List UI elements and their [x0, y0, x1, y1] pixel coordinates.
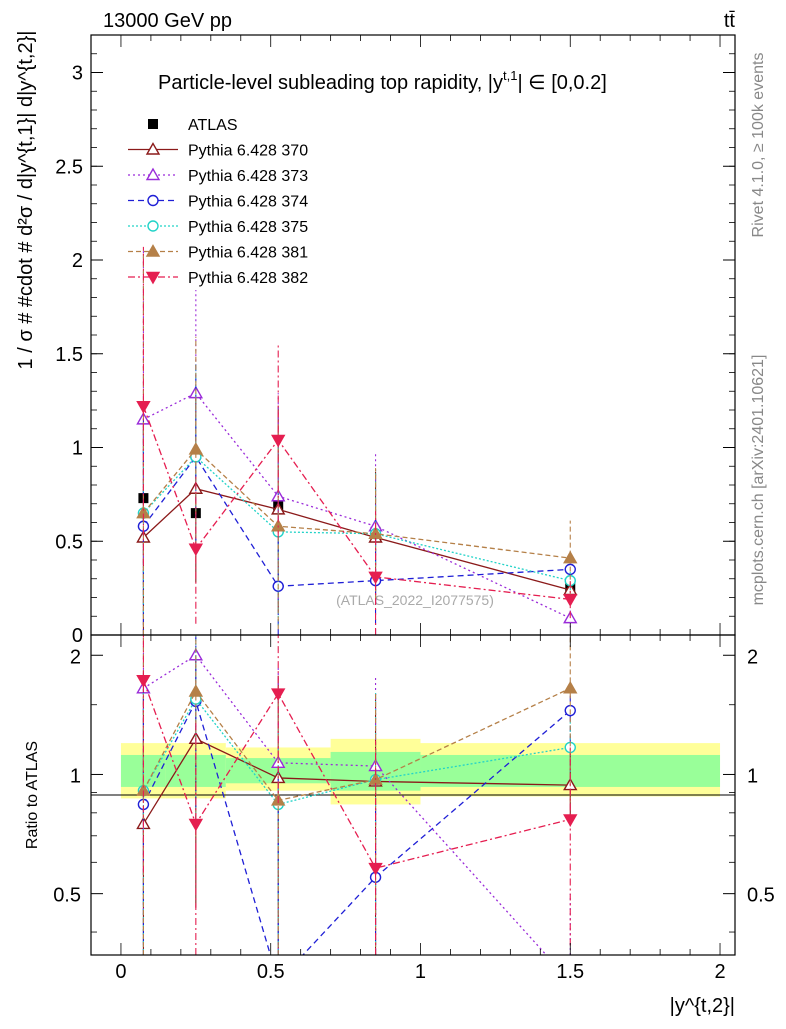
- y-axis-label: 1 / σ # #cdot # d²σ / d|y^{t,1}| d|y^{t,…: [15, 31, 37, 370]
- legend-marker: [145, 142, 161, 155]
- ratio-point: [188, 684, 204, 697]
- series-pythia-6-428-373: [136, 250, 578, 628]
- ratio-series-pythia-6-428-373: [136, 635, 571, 955]
- x-tick-label: 1.5: [556, 961, 584, 983]
- y-tick-label: 3: [72, 63, 83, 85]
- side-rivet-label: Rivet 4.1.0, ≥ 100k events: [750, 53, 767, 238]
- ratio-y-tick-label-right: 1: [747, 765, 758, 787]
- legend-entry-pythia-6-428-375: Pythia 6.428 375: [128, 219, 308, 236]
- legend-marker: [147, 194, 159, 207]
- y-tick-label: 0.5: [55, 531, 83, 553]
- ratio-point: [271, 688, 286, 702]
- ratio-line: [142, 697, 571, 806]
- header-energy: 13000 GeV pp: [103, 10, 232, 32]
- x-tick-label: 2: [714, 961, 725, 983]
- ratio-y-tick-label-right: 2: [747, 646, 758, 668]
- ratio-frame: [90, 634, 736, 956]
- ratio-y-tick-label: 0.5: [53, 885, 81, 907]
- x-axis-label: |y^{t,2}|: [670, 995, 735, 1017]
- y-tick-label: 0: [72, 625, 83, 647]
- legend-label: Pythia 6.428 373: [188, 168, 308, 185]
- legend-entry-pythia-6-428-381: Pythia 6.428 381: [128, 244, 308, 262]
- ratio-line: [142, 679, 571, 869]
- legend-marker: [145, 271, 161, 285]
- legend: ATLAS Pythia 6.428 370 Pythia 6.428 373 Pyt…: [128, 117, 308, 287]
- legend-label: Pythia 6.428 374: [188, 194, 308, 211]
- side-mcplots-label: mcplots.cern.ch [arXiv:2401.10621]: [750, 355, 767, 606]
- data-point: [136, 401, 151, 414]
- x-tick-label: 0: [115, 961, 126, 983]
- main-panel: Particle-level subleading top rapidity, …: [15, 31, 736, 647]
- series-line: [142, 455, 571, 582]
- legend-label: Pythia 6.428 370: [188, 143, 308, 160]
- series-pythia-6-428-382: [136, 246, 578, 635]
- y-tick-label: 1: [72, 438, 83, 460]
- ratio-line: [142, 699, 571, 955]
- ratio-point: [563, 680, 578, 694]
- ratio-series-pythia-6-428-374: [137, 635, 576, 955]
- legend-label: Pythia 6.428 375: [188, 219, 308, 236]
- legend-entry-pythia-6-428-382: Pythia 6.428 382: [128, 270, 308, 287]
- ratio-y-label: Ratio to ATLAS: [24, 741, 41, 849]
- series-line: [143, 392, 571, 619]
- x-tick-label: 0.5: [257, 961, 285, 983]
- ratio-point: [563, 814, 578, 827]
- legend-label: Pythia 6.428 382: [188, 270, 308, 287]
- legend-entry-atlas: ATLAS: [148, 117, 238, 134]
- x-tick-label: 1: [415, 961, 426, 983]
- ratio-y-tick-label: 2: [70, 646, 81, 668]
- header-process: tt̄: [724, 10, 736, 32]
- legend-entry-pythia-6-428-374: Pythia 6.428 374: [128, 194, 308, 211]
- legend-marker: [148, 119, 158, 129]
- legend-entry-pythia-6-428-370: Pythia 6.428 370: [128, 142, 308, 160]
- data-point: [188, 441, 204, 455]
- ratio-point: [188, 818, 204, 832]
- ratio-series-pythia-6-428-382: [136, 635, 578, 955]
- watermark: (ATLAS_2022_I2077575): [336, 592, 494, 608]
- ratio-point: [368, 862, 383, 876]
- ratio-y-tick-label: 1: [70, 765, 81, 787]
- series-line: [142, 455, 571, 587]
- legend-marker: [145, 244, 161, 257]
- legend-marker: [147, 220, 159, 232]
- y-tick-label: 1.5: [55, 344, 83, 366]
- y-tick-label: 2: [72, 250, 83, 272]
- data-point: [188, 543, 204, 557]
- chart-title: Particle-level subleading top rapidity, …: [158, 68, 607, 94]
- series-atlas: [138, 493, 576, 594]
- legend-entry-pythia-6-428-373: Pythia 6.428 373: [128, 167, 308, 185]
- ratio-panel: 0.5 0.5 1 1 2 2 0 0.5 1 1.5 2 Ratio to ATLAS |y^{t…: [24, 634, 775, 1017]
- y-tick-label: 2.5: [55, 156, 83, 178]
- legend-label: ATLAS: [188, 117, 238, 134]
- series-line: [142, 406, 571, 601]
- data-point: [563, 594, 578, 607]
- data-point: [368, 571, 383, 585]
- ratio-line: [143, 654, 548, 955]
- data-point: [271, 434, 286, 448]
- ratio-point: [136, 674, 151, 688]
- legend-label: Pythia 6.428 381: [188, 245, 308, 262]
- series-line: [142, 448, 571, 559]
- series-line: [142, 488, 571, 591]
- series-pythia-6-428-381: [136, 250, 578, 635]
- data-point: [563, 550, 578, 564]
- ratio-y-tick-label-right: 0.5: [747, 885, 775, 907]
- legend-marker: [145, 167, 161, 181]
